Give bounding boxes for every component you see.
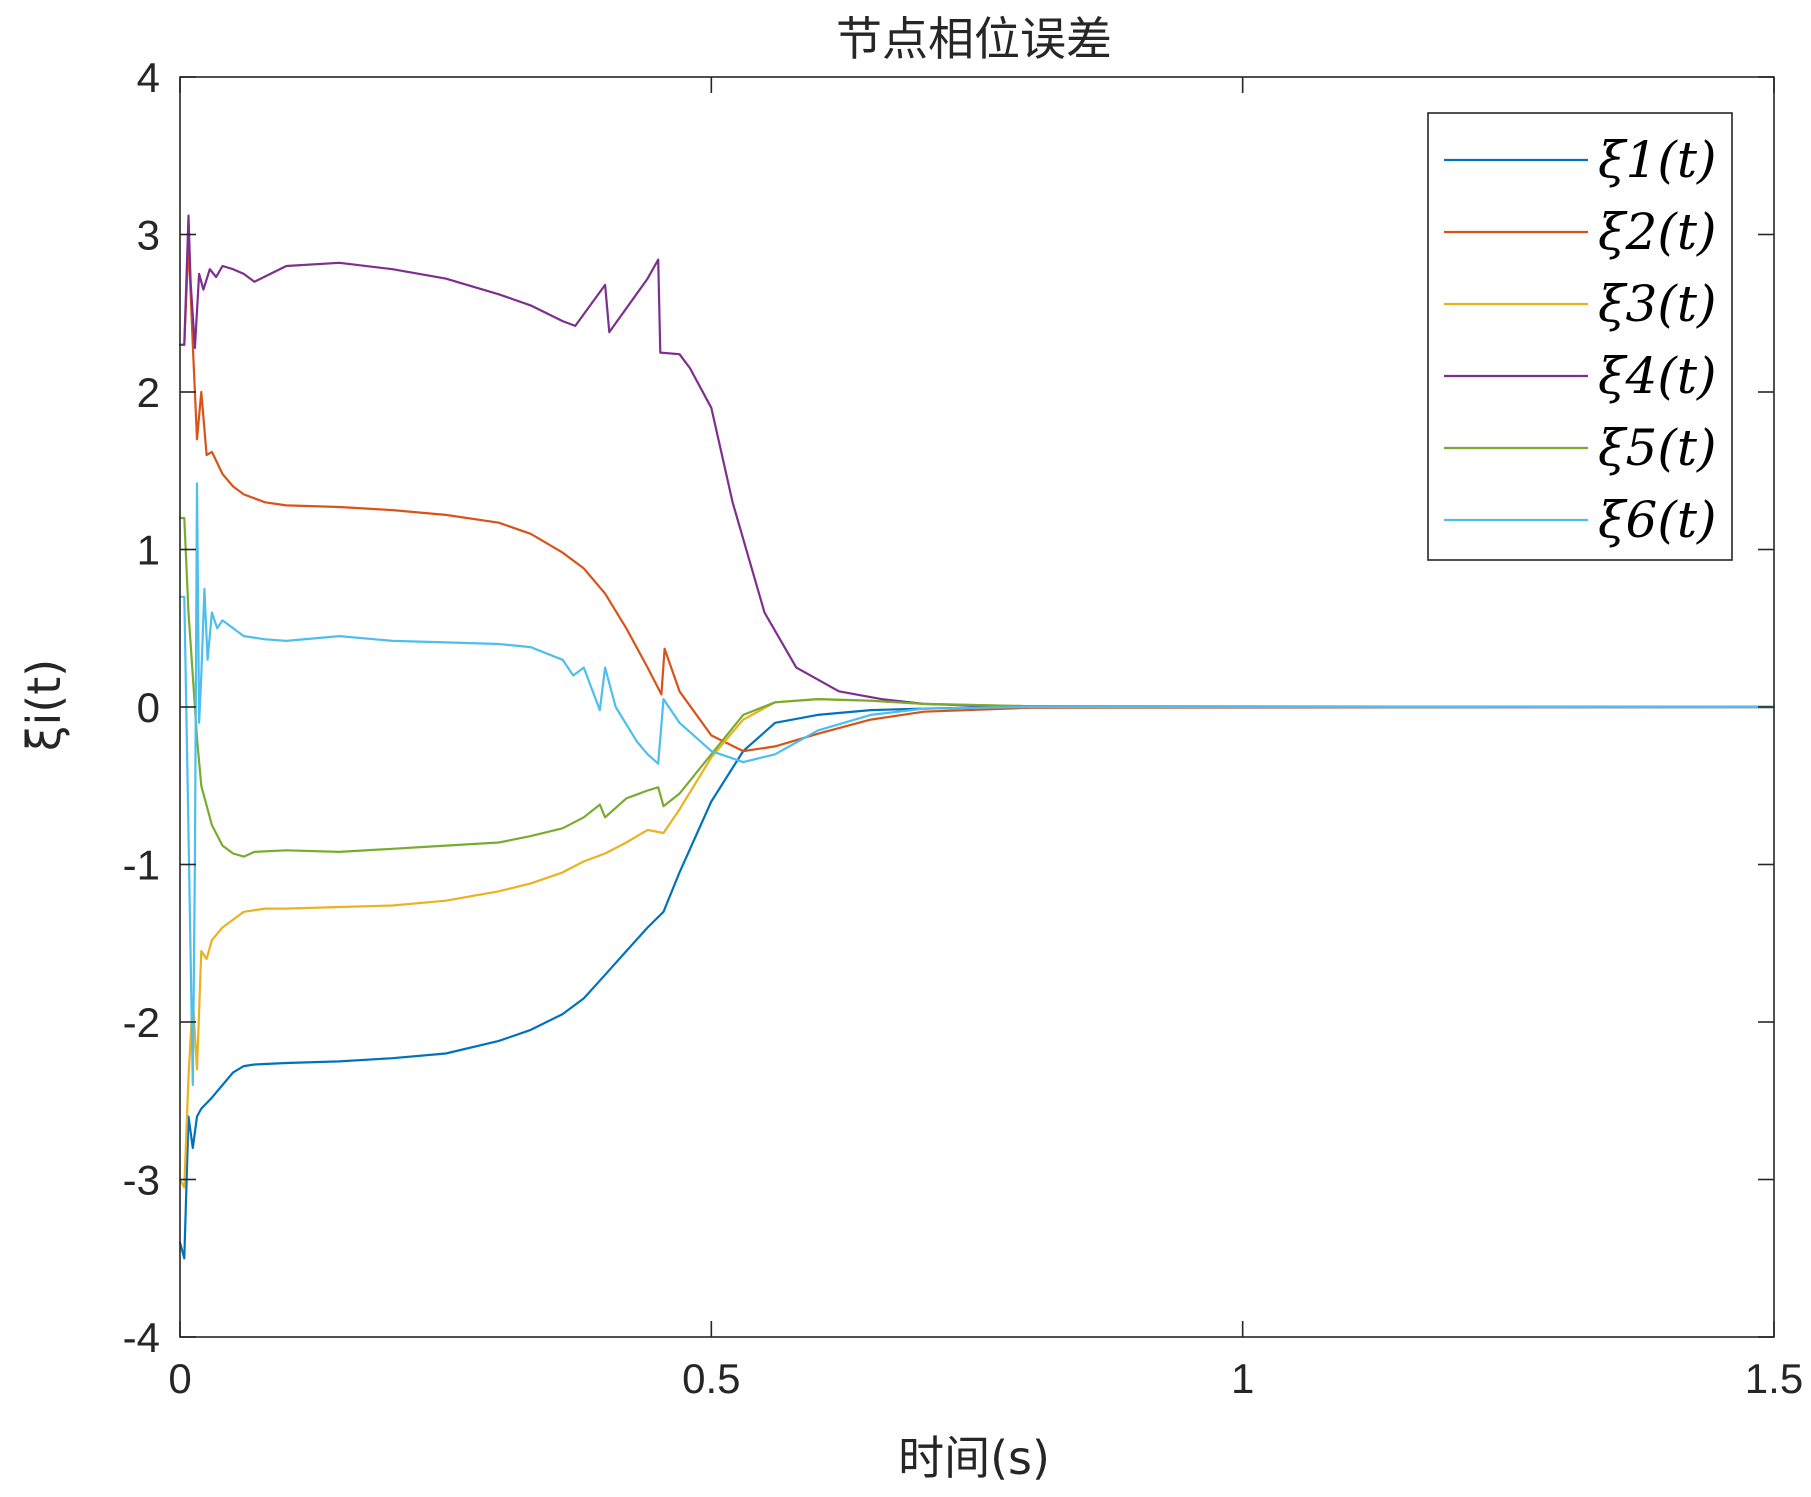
y-tick-label: 2 (137, 369, 160, 416)
series-line-1 (178, 705, 1776, 1260)
series-line-4 (178, 214, 1776, 709)
y-axis-title: ξi(t) (17, 659, 71, 751)
series-line-2 (178, 241, 1776, 753)
legend: ξ1(t) ξ2(t) ξ3(t) ξ4(t) ξ5(t) ξ6(t) (1427, 112, 1733, 561)
x-tick-label: 0 (168, 1355, 191, 1402)
legend-label-1: ξ1(t) (1598, 131, 1716, 189)
legend-label-4: ξ4(t) (1598, 347, 1716, 405)
legend-label-6: ξ6(t) (1598, 491, 1716, 549)
y-tick-label: -1 (123, 842, 160, 889)
y-tick-label: 0 (137, 684, 160, 731)
series-line-6 (178, 482, 1776, 1087)
y-tick-label: -3 (123, 1157, 160, 1204)
legend-box (1427, 112, 1733, 561)
series-line-5 (178, 516, 1776, 858)
x-tick-label: 1 (1231, 1355, 1254, 1402)
legend-label-3: ξ3(t) (1598, 275, 1716, 333)
x-tick-label: 0.5 (682, 1355, 740, 1402)
y-tick-label: -4 (123, 1314, 160, 1361)
y-tick-label: 1 (137, 527, 160, 574)
chart-title: 节点相位误差 (836, 12, 1112, 66)
legend-label-2: ξ2(t) (1598, 203, 1716, 261)
x-axis-title: 时间(s) (898, 1431, 1050, 1485)
legend-label-5: ξ5(t) (1598, 419, 1716, 477)
series-line-3 (178, 697, 1776, 1189)
x-tick-label: 1.5 (1745, 1355, 1803, 1402)
y-tick-label: 4 (137, 54, 160, 101)
y-tick-label: 3 (137, 212, 160, 259)
y-tick-label: -2 (123, 999, 160, 1046)
